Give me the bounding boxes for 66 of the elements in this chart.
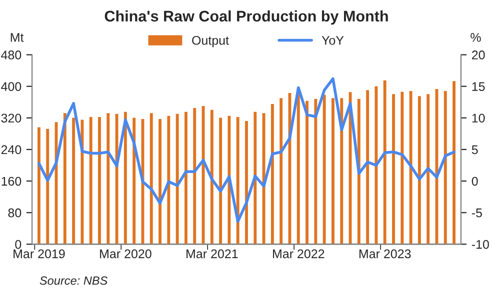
bar: [166, 114, 172, 244]
chart-title: China's Raw Coal Production by Month: [104, 10, 388, 25]
y2-tick-label: 0: [472, 176, 478, 186]
bar: [390, 92, 396, 244]
bar: [209, 108, 215, 244]
bar: [140, 118, 146, 244]
bar: [131, 116, 137, 244]
y-tick-label: 400: [1, 82, 22, 91]
bar: [321, 94, 328, 244]
bar: [174, 112, 180, 244]
bar: [157, 118, 163, 244]
y-tick-label: 320: [1, 114, 22, 123]
x-tick-label: Mar 2022: [273, 249, 324, 258]
bar: [36, 126, 42, 244]
y2-tick-label: -5: [472, 208, 482, 218]
y-tick-label: 240: [1, 145, 22, 154]
bar: [356, 97, 362, 244]
y2-tick-label: 15: [472, 82, 485, 91]
bar: [416, 94, 422, 244]
y-tick-label: 80: [8, 208, 22, 218]
y-tick-label: 480: [1, 50, 22, 60]
bar: [425, 92, 431, 244]
bar: [364, 88, 370, 244]
y2-axis-title: %: [470, 33, 481, 42]
bar: [244, 120, 250, 244]
y2-tick-label: 10: [472, 114, 485, 123]
bar: [312, 97, 319, 244]
y2-tick-label: 20: [472, 50, 485, 60]
bar: [88, 116, 94, 244]
bar: [148, 112, 154, 244]
bar: [434, 88, 440, 244]
bar: [330, 96, 336, 244]
x-tick-label: Mar 2023: [359, 249, 411, 258]
bar: [70, 116, 76, 244]
x-tick-label: Mar 2020: [100, 249, 152, 258]
legend-label: YoY: [322, 36, 344, 45]
bar: [218, 116, 224, 244]
bar: [192, 106, 198, 244]
bar: [62, 112, 68, 244]
x-tick-label: Mar 2019: [14, 249, 65, 258]
bar: [278, 96, 284, 244]
bar: [373, 84, 380, 244]
bar: [44, 127, 50, 244]
bar: [442, 90, 448, 244]
bar: [304, 99, 310, 244]
legend-label: Output: [192, 36, 229, 48]
bar: [122, 110, 128, 244]
bar: [270, 102, 276, 244]
bar: [408, 90, 414, 244]
bar: [96, 116, 102, 244]
line-series: [38, 77, 456, 223]
bar: [399, 90, 406, 244]
bar: [105, 112, 111, 244]
bar: [252, 110, 258, 244]
bar: [200, 104, 206, 244]
source-note: Source: NBS: [40, 276, 108, 285]
bar: [451, 80, 457, 244]
y2-tick-label: 5: [472, 145, 478, 154]
y2-tick-label: -10: [472, 240, 489, 249]
bar: [260, 112, 267, 244]
y-axis-title: Mt: [10, 33, 24, 42]
x-tick-label: Mar 2021: [186, 249, 238, 258]
bar: [183, 110, 189, 244]
bar: [382, 78, 388, 244]
y-tick-label: 160: [2, 176, 22, 186]
y-tick-label: 0: [15, 240, 22, 249]
